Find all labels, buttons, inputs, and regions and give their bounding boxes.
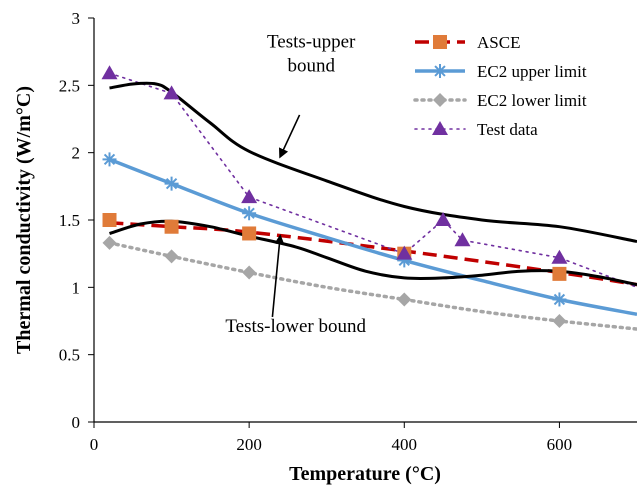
data-point [101, 65, 118, 80]
markers-layer [101, 65, 568, 328]
annotation-label: bound [287, 56, 335, 77]
annotation-label: Tests-lower bound [225, 316, 366, 337]
legend-label: Test data [477, 120, 538, 139]
data-point [397, 292, 412, 307]
data-point [241, 189, 258, 204]
x-tick-label: 0 [90, 435, 99, 454]
data-point [551, 249, 568, 264]
data-point [552, 314, 567, 328]
data-point [435, 212, 452, 226]
data-point [164, 176, 179, 191]
y-tick-label: 2.5 [59, 76, 80, 95]
y-tick-label: 3 [72, 9, 81, 28]
y-tick-label: 0 [72, 413, 81, 432]
legend: ASCE EC2 upper limit EC2 lower limit Test d… [413, 33, 587, 139]
y-tick-label: 2 [72, 144, 81, 163]
data-point [454, 232, 471, 247]
legend-label: EC2 lower limit [477, 91, 587, 110]
data-point [552, 292, 567, 307]
data-point [163, 85, 180, 100]
y-tick-label: 1 [72, 278, 81, 297]
legend-item-ec2-upper-limit: EC2 upper limit [415, 62, 587, 81]
data-point [396, 245, 413, 260]
x-tick-label: 400 [392, 435, 418, 454]
data-point [102, 213, 117, 227]
data-point [552, 266, 567, 281]
annotations: Tests-upper bound Tests-lower bound [225, 32, 366, 337]
series-layer [107, 72, 637, 331]
data-point [242, 226, 257, 241]
annotation-label: Tests-upper [267, 32, 356, 53]
annotation-arrow [271, 234, 285, 318]
bound-curve [109, 219, 637, 287]
y-tick-label: 1.5 [59, 211, 80, 230]
legend-label: ASCE [477, 33, 520, 52]
annotation-arrow [279, 114, 301, 159]
bound-curve [109, 81, 637, 243]
legend-item-ec2-lower-limit: EC2 lower limit [413, 91, 587, 110]
legend-marker [433, 93, 447, 107]
legend-marker [432, 121, 448, 135]
legend-label: EC2 upper limit [477, 62, 587, 81]
data-point [102, 152, 117, 167]
data-point [102, 235, 117, 250]
axes: 0 0.5 1 1.5 2 2.5 3 0 200 400 600 [59, 9, 637, 454]
data-point [242, 206, 257, 221]
data-point [242, 265, 257, 280]
legend-item-test-data: Test data [414, 120, 538, 139]
legend-marker [433, 35, 447, 49]
series-line-test-data [108, 72, 637, 289]
y-tick-label: 0.5 [59, 346, 80, 365]
data-point [164, 249, 179, 264]
data-point [164, 219, 179, 234]
x-axis-title: Temperature (°C) [289, 463, 441, 485]
y-axis-title: Thermal conductivity (W/m°C) [13, 86, 35, 354]
legend-marker [433, 64, 447, 78]
legend-item-asce: ASCE [415, 33, 520, 52]
x-tick-label: 600 [547, 435, 573, 454]
x-tick-label: 200 [236, 435, 262, 454]
series-line-ec2-upper-limit [108, 157, 637, 317]
